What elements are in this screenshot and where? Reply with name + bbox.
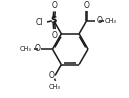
Text: O: O [35, 44, 40, 53]
Text: CH₃: CH₃ [49, 84, 61, 90]
Text: CH₃: CH₃ [19, 46, 31, 52]
Text: CH₃: CH₃ [104, 18, 116, 24]
Text: O: O [51, 1, 57, 10]
Text: O: O [96, 16, 102, 25]
Text: O: O [84, 1, 90, 10]
Text: O: O [49, 71, 54, 80]
Text: S: S [51, 16, 57, 25]
Text: O: O [51, 31, 57, 40]
Text: Cl: Cl [35, 18, 43, 26]
